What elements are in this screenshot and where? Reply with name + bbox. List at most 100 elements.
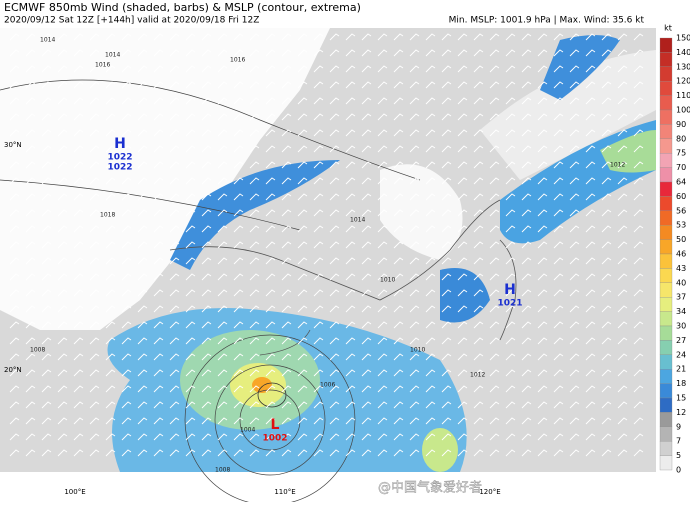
colorbar-label: 0	[676, 466, 681, 475]
barb	[169, 193, 180, 201]
extremum-value: 1021	[497, 299, 522, 309]
barb	[473, 49, 484, 57]
barb	[633, 49, 644, 57]
barb	[57, 321, 68, 329]
barb	[121, 49, 132, 57]
barb	[233, 177, 244, 185]
barb	[57, 97, 68, 105]
barb	[425, 369, 436, 377]
barb	[57, 401, 68, 409]
barb	[473, 385, 484, 393]
barb	[121, 81, 132, 89]
barb	[137, 241, 148, 249]
barb	[393, 353, 404, 361]
barb	[377, 257, 388, 265]
barb	[41, 161, 52, 169]
barb	[553, 177, 564, 185]
barb	[105, 145, 116, 153]
barb	[281, 273, 292, 281]
barb	[393, 49, 404, 57]
barb	[553, 97, 564, 105]
barb	[409, 449, 420, 457]
barb	[265, 369, 276, 377]
barb	[585, 225, 596, 233]
barb	[521, 49, 532, 57]
barb	[265, 289, 276, 297]
barb	[201, 353, 212, 361]
barb	[169, 257, 180, 265]
barb	[185, 177, 196, 185]
barb	[633, 193, 644, 201]
barb	[313, 401, 324, 409]
barb	[457, 241, 468, 249]
barb	[265, 321, 276, 329]
barb	[361, 161, 372, 169]
barb	[457, 33, 468, 41]
barb	[169, 385, 180, 393]
barb	[345, 129, 356, 137]
barb	[569, 401, 580, 409]
barb	[505, 241, 516, 249]
barb	[441, 337, 452, 345]
barb	[553, 161, 564, 169]
barb	[233, 145, 244, 153]
barb	[169, 81, 180, 89]
barb	[121, 225, 132, 233]
barb	[393, 209, 404, 217]
barb	[137, 369, 148, 377]
barb	[233, 113, 244, 121]
colorbar-swatch	[659, 369, 673, 384]
barb	[121, 369, 132, 377]
barb	[169, 353, 180, 361]
colorbar-swatch	[659, 455, 673, 471]
barb	[601, 49, 612, 57]
barb	[57, 449, 68, 457]
barb	[25, 433, 36, 441]
barb	[425, 353, 436, 361]
barb	[153, 401, 164, 409]
barb	[185, 97, 196, 105]
calm-area	[480, 50, 656, 180]
barb	[377, 385, 388, 393]
barb	[345, 337, 356, 345]
colorbar-swatch	[659, 153, 673, 168]
barb	[569, 273, 580, 281]
barb	[41, 209, 52, 217]
barb	[393, 81, 404, 89]
barb	[169, 401, 180, 409]
barb	[329, 97, 340, 105]
barb	[441, 81, 452, 89]
barb	[521, 97, 532, 105]
barb	[249, 129, 260, 137]
barb	[233, 193, 244, 201]
barb	[361, 401, 372, 409]
colorbar-label: 60	[676, 192, 686, 201]
barb	[409, 353, 420, 361]
barb	[25, 289, 36, 297]
barb	[297, 417, 308, 425]
barb	[473, 177, 484, 185]
barb	[361, 145, 372, 153]
barb	[89, 225, 100, 233]
barb	[201, 65, 212, 73]
barb	[281, 49, 292, 57]
barb	[329, 273, 340, 281]
contour-label: 1010	[380, 277, 395, 284]
colorbar-swatch	[659, 383, 673, 399]
barb	[345, 113, 356, 121]
barb	[425, 145, 436, 153]
colorbar-label: 56	[676, 206, 686, 215]
barb	[633, 273, 644, 281]
colorbar-label: 24	[676, 350, 686, 359]
barb	[201, 33, 212, 41]
barb	[185, 321, 196, 329]
barb	[89, 337, 100, 345]
barb	[489, 449, 500, 457]
barb	[281, 65, 292, 73]
barb	[217, 129, 228, 137]
barb	[9, 145, 20, 153]
barb	[89, 369, 100, 377]
contour-label: 1014	[105, 52, 120, 59]
barb	[89, 209, 100, 217]
barb	[89, 385, 100, 393]
